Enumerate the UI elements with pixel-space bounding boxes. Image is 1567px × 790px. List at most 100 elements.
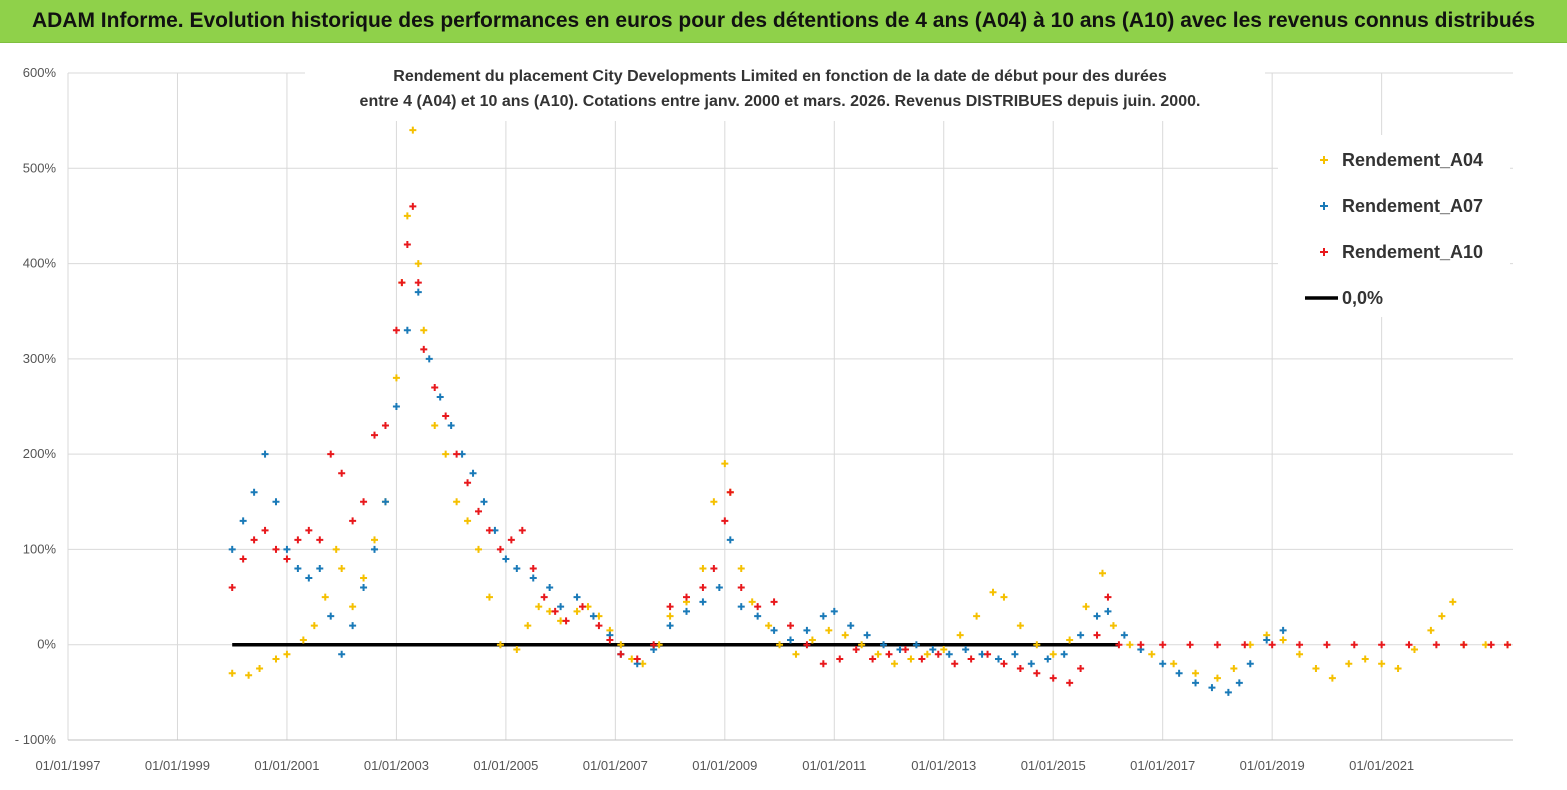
data-point xyxy=(776,641,784,649)
data-point xyxy=(239,555,247,563)
data-point xyxy=(420,345,428,353)
data-point xyxy=(918,655,926,663)
data-point xyxy=(573,607,581,615)
data-point xyxy=(1077,631,1085,639)
x-tick-label: 01/01/1997 xyxy=(35,758,100,773)
data-point xyxy=(321,593,329,601)
data-point xyxy=(1033,641,1041,649)
data-point xyxy=(529,574,537,582)
data-point xyxy=(1208,684,1216,692)
series-rendement-a04 xyxy=(228,126,1512,682)
y-tick-label: 600% xyxy=(23,65,57,80)
legend-label: Rendement_A04 xyxy=(1342,150,1483,170)
data-point xyxy=(469,469,477,477)
x-axis-ticks: 01/01/1997 01/01/1999 01/01/2001 01/01/2003… xyxy=(35,758,1414,773)
y-tick-label: 200% xyxy=(23,446,57,461)
data-point xyxy=(951,660,959,668)
data-point xyxy=(1120,631,1128,639)
data-point xyxy=(699,564,707,572)
data-point xyxy=(683,593,691,601)
series-rendement-a07 xyxy=(228,288,1287,696)
data-point xyxy=(1361,655,1369,663)
data-point xyxy=(956,631,964,639)
data-point xyxy=(1016,665,1024,673)
data-point xyxy=(787,636,794,644)
data-point xyxy=(228,545,236,553)
data-point xyxy=(726,536,734,544)
data-point xyxy=(409,126,417,134)
data-point xyxy=(414,288,422,296)
data-point xyxy=(1192,679,1200,687)
x-tick-label: 01/01/2005 xyxy=(473,758,538,773)
data-point xyxy=(1115,641,1123,649)
data-point xyxy=(1263,636,1271,644)
data-point xyxy=(1350,641,1358,649)
data-point xyxy=(1235,679,1243,687)
data-point xyxy=(710,564,718,572)
data-point xyxy=(1104,593,1112,601)
y-tick-label: 400% xyxy=(23,256,57,271)
data-point xyxy=(436,393,444,401)
data-point xyxy=(1104,607,1112,615)
data-point xyxy=(901,645,909,653)
data-point xyxy=(787,622,794,630)
data-point xyxy=(1438,612,1446,620)
data-point xyxy=(420,326,428,334)
data-point xyxy=(546,584,554,592)
report-banner: ADAM Informe. Evolution historique des p… xyxy=(0,0,1567,43)
chart-title-line-1: Rendement du placement City Developments… xyxy=(393,68,1167,85)
x-tick-label: 01/01/2015 xyxy=(1021,758,1086,773)
data-point xyxy=(650,641,658,649)
data-point xyxy=(239,517,247,525)
data-point xyxy=(880,641,888,649)
data-point xyxy=(283,650,291,658)
data-point xyxy=(316,564,324,572)
data-point xyxy=(934,650,942,658)
data-point xyxy=(1504,641,1512,649)
legend-item: Rendement_A07 xyxy=(1320,196,1483,216)
data-point xyxy=(1427,626,1435,634)
data-point xyxy=(294,536,302,544)
data-point xyxy=(349,517,357,525)
data-point xyxy=(715,584,723,592)
legend-label: Rendement_A10 xyxy=(1342,242,1483,262)
data-point xyxy=(392,326,400,334)
data-point xyxy=(360,574,368,582)
data-point xyxy=(442,450,450,458)
legend-label: Rendement_A07 xyxy=(1342,196,1483,216)
data-point xyxy=(272,498,280,506)
data-point xyxy=(1044,655,1052,663)
data-point xyxy=(1082,603,1090,611)
data-point xyxy=(496,641,504,649)
data-point xyxy=(754,612,762,620)
data-point xyxy=(907,655,915,663)
x-tick-label: 01/01/2021 xyxy=(1349,758,1414,773)
data-point xyxy=(754,603,762,611)
data-point xyxy=(228,669,236,677)
data-point xyxy=(1410,645,1418,653)
data-point xyxy=(475,545,483,553)
data-point xyxy=(425,355,433,363)
data-point xyxy=(1279,626,1287,634)
data-point xyxy=(1109,622,1117,630)
data-point xyxy=(1126,641,1134,649)
x-tick-label: 01/01/2019 xyxy=(1240,758,1305,773)
data-point xyxy=(989,588,997,596)
data-point xyxy=(327,450,335,458)
data-point xyxy=(562,617,570,625)
data-point xyxy=(1098,569,1106,577)
chart-legend: Rendement_A04 Rendement_A07 Rendement_A10 0… xyxy=(1278,135,1510,317)
data-point xyxy=(885,650,893,658)
data-point xyxy=(371,536,379,544)
data-point xyxy=(464,517,472,525)
x-tick-label: 01/01/2007 xyxy=(583,758,648,773)
data-point xyxy=(606,636,614,644)
data-point xyxy=(633,655,641,663)
data-point xyxy=(1192,669,1200,677)
data-point xyxy=(1460,641,1468,649)
data-point xyxy=(557,603,565,611)
data-point xyxy=(1487,641,1495,649)
data-point xyxy=(1394,665,1402,673)
data-point xyxy=(1077,665,1085,673)
x-tick-label: 01/01/2013 xyxy=(911,758,976,773)
